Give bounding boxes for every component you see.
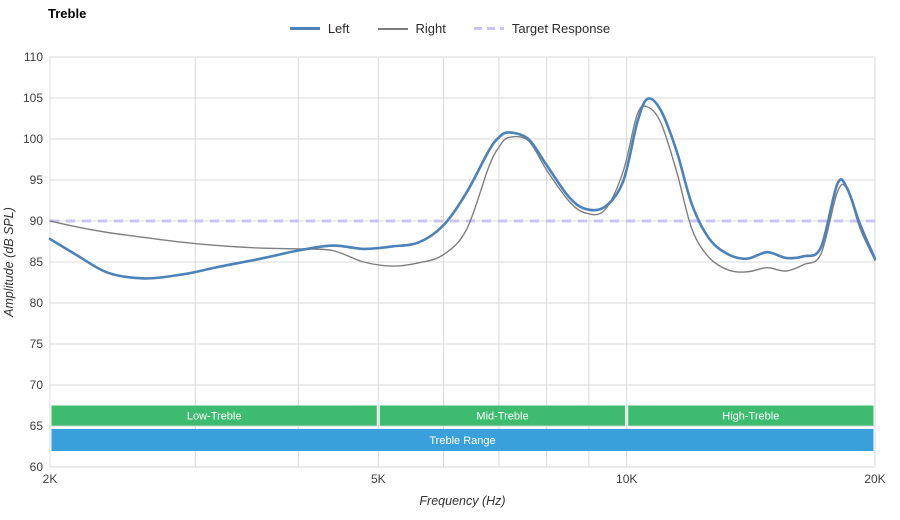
- target-line-swatch: [473, 27, 504, 30]
- legend-label-target: Target Response: [511, 21, 611, 36]
- legend-item-left[interactable]: Left: [289, 21, 350, 36]
- legend-item-target[interactable]: Target Response: [473, 21, 611, 36]
- band-label: Mid-Treble: [476, 411, 528, 423]
- right-line-swatch: [377, 27, 408, 30]
- svg-text:5K: 5K: [371, 472, 386, 486]
- svg-text:65: 65: [30, 419, 44, 433]
- legend-item-right[interactable]: Right: [377, 21, 446, 36]
- legend-label-right: Right: [415, 21, 446, 36]
- svg-text:90: 90: [30, 214, 44, 228]
- left-line-swatch: [289, 27, 320, 30]
- x-axis-label: Frequency (Hz): [419, 494, 505, 508]
- svg-text:85: 85: [30, 255, 44, 269]
- band-mid-treble: [379, 405, 626, 426]
- svg-text:75: 75: [30, 337, 44, 351]
- svg-text:80: 80: [30, 296, 44, 310]
- svg-text:105: 105: [23, 91, 43, 105]
- range-bands: Low-Treble Mid-Treble High-Treble Treble Ra…: [51, 405, 874, 451]
- chart-title: Treble: [48, 6, 87, 21]
- band-treble-range: [51, 428, 874, 451]
- legend: Left Right Target Response: [0, 21, 900, 36]
- series-right: [49, 105, 876, 273]
- y-axis-label: Amplitude (dB SPL): [2, 207, 16, 318]
- svg-text:20K: 20K: [864, 472, 885, 486]
- svg-text:2K: 2K: [43, 472, 58, 486]
- frequency-response-chart: Low-Treble Mid-Treble High-Treble Treble Ra…: [2, 50, 886, 508]
- band-label: Low-Treble: [187, 411, 242, 423]
- svg-text:95: 95: [30, 173, 44, 187]
- legend-label-left: Left: [327, 21, 350, 36]
- series-left: [48, 97, 877, 280]
- band-high-treble: [628, 405, 874, 426]
- band-label: High-Treble: [722, 411, 779, 423]
- band-low-treble: [51, 405, 377, 426]
- band-label: Treble Range: [429, 435, 495, 447]
- svg-text:100: 100: [23, 132, 43, 146]
- svg-text:10K: 10K: [616, 472, 637, 486]
- gridlines: [49, 56, 876, 468]
- axis-ticks: 60 65 70 75 80 85 90 95 100 105 110 2K 5K 10K 20K: [23, 50, 886, 486]
- svg-text:110: 110: [24, 50, 43, 64]
- svg-text:60: 60: [30, 460, 44, 474]
- svg-text:70: 70: [30, 378, 44, 392]
